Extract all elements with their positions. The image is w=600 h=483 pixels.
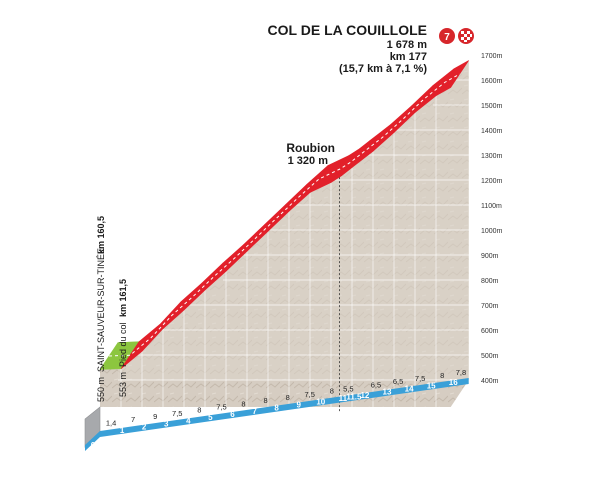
checkered-flag-icon (458, 28, 474, 44)
summit-climb: (15,7 km à 7,1 %) (339, 63, 427, 75)
start-label-2: 553 m Pied du col km 161,5 (118, 279, 128, 397)
gradient-label: 9 (153, 412, 157, 421)
y-tick-label: 900m (481, 253, 499, 260)
start-km-1: km 160,5 (96, 216, 106, 254)
y-tick-label: 1600m (481, 78, 503, 85)
gradient-label: 7,5 (216, 403, 226, 412)
summit-altitude: 1 678 m (387, 39, 428, 51)
summit-km: km 177 (390, 51, 427, 63)
km-tick-label: 7 (252, 407, 257, 416)
waypoint-name: Roubion (286, 141, 335, 155)
y-tick-label: 1000m (481, 228, 503, 235)
gradient-label: 7,5 (305, 390, 315, 399)
km-tick-label: 11 (339, 394, 348, 403)
km-tick-label: 8 (274, 404, 279, 413)
gradient-label: 8 (286, 393, 290, 402)
gradient-label: 8 (440, 371, 444, 380)
y-tick-label: 600m (481, 328, 499, 335)
km-tick-label: 15 (427, 381, 436, 390)
start-altitude-1: 550 m (96, 377, 106, 402)
y-tick-label: 1700m (481, 53, 503, 60)
y-tick-label: 1400m (481, 128, 503, 135)
start-altitude-2: 553 m (118, 372, 128, 397)
km-tick-label: 2 (142, 423, 147, 432)
category-badge: 7 (439, 28, 455, 44)
km-tick-label: 0 (91, 441, 96, 450)
gradient-label: 7 (131, 415, 135, 424)
gradient-label: 1,4 (106, 418, 116, 427)
y-tick-label: 1300m (481, 153, 503, 160)
gradient-label: 8 (197, 406, 201, 415)
gradient-segment (435, 60, 469, 97)
km-tick-label: 9 (296, 400, 301, 409)
gradient-label: 5,5 (343, 384, 353, 393)
gradient-label: 6,5 (371, 380, 381, 389)
gradient-label: 8 (241, 399, 245, 408)
summit-title: COL DE LA COUILLOLE (268, 22, 427, 38)
km-tick-label: 5 (208, 413, 213, 422)
km-tick-label: 16 (449, 378, 458, 387)
label-layer: COL DE LA COUILLOLE 1 678 m km 177 (15,7… (96, 22, 474, 402)
gradient-label: 6,5 (393, 377, 403, 386)
gradient-label: 7,5 (415, 374, 425, 383)
start-name-2: Pied du col (118, 322, 128, 367)
base-layer: 01 2 3 4 5 6 7 8 9 10 11 11.5 12 13 14 15 161,4 7 9 7,5 8 7,5… (84, 368, 469, 451)
km-tick-label: 10 (316, 397, 325, 406)
start-label-1: 550 m SAINT-SAUVEUR-SUR-TINÉE km 160,5 (96, 216, 106, 402)
gradient-label: 7,8 (456, 368, 466, 377)
km-tick-label: 12 (360, 391, 369, 400)
y-tick-label: 1200m (481, 178, 503, 185)
gradient-label: 7,5 (172, 409, 182, 418)
gradient-label: 8 (263, 396, 267, 405)
km-tick-label: 14 (405, 385, 414, 394)
road-layer (99, 60, 469, 370)
base-side (85, 407, 100, 447)
waypoint-altitude: 1 320 m (288, 155, 329, 167)
category-badge-label: 7 (444, 32, 450, 43)
start-km-2: km 161,5 (118, 279, 128, 317)
y-tick-label: 400m (481, 378, 499, 385)
km-tick-label: 13 (383, 388, 392, 397)
km-tick-label: 3 (164, 419, 169, 428)
y-tick-label: 500m (481, 353, 499, 360)
y-tick-label: 700m (481, 303, 499, 310)
km-tick-label: 4 (186, 416, 191, 425)
gradient-label: 8 (330, 387, 334, 396)
km-tick-label: 11.5 (346, 393, 362, 402)
km-bar (85, 378, 469, 451)
start-name-1: SAINT-SAUVEUR-SUR-TINÉE (96, 248, 106, 372)
km-tick-label: 1 (120, 426, 125, 435)
y-tick-label: 800m (481, 278, 499, 285)
y-tick-label: 1100m (481, 203, 502, 210)
y-tick-label: 1500m (481, 103, 503, 110)
km-tick-label: 6 (230, 410, 235, 419)
road-centerline (108, 73, 460, 357)
